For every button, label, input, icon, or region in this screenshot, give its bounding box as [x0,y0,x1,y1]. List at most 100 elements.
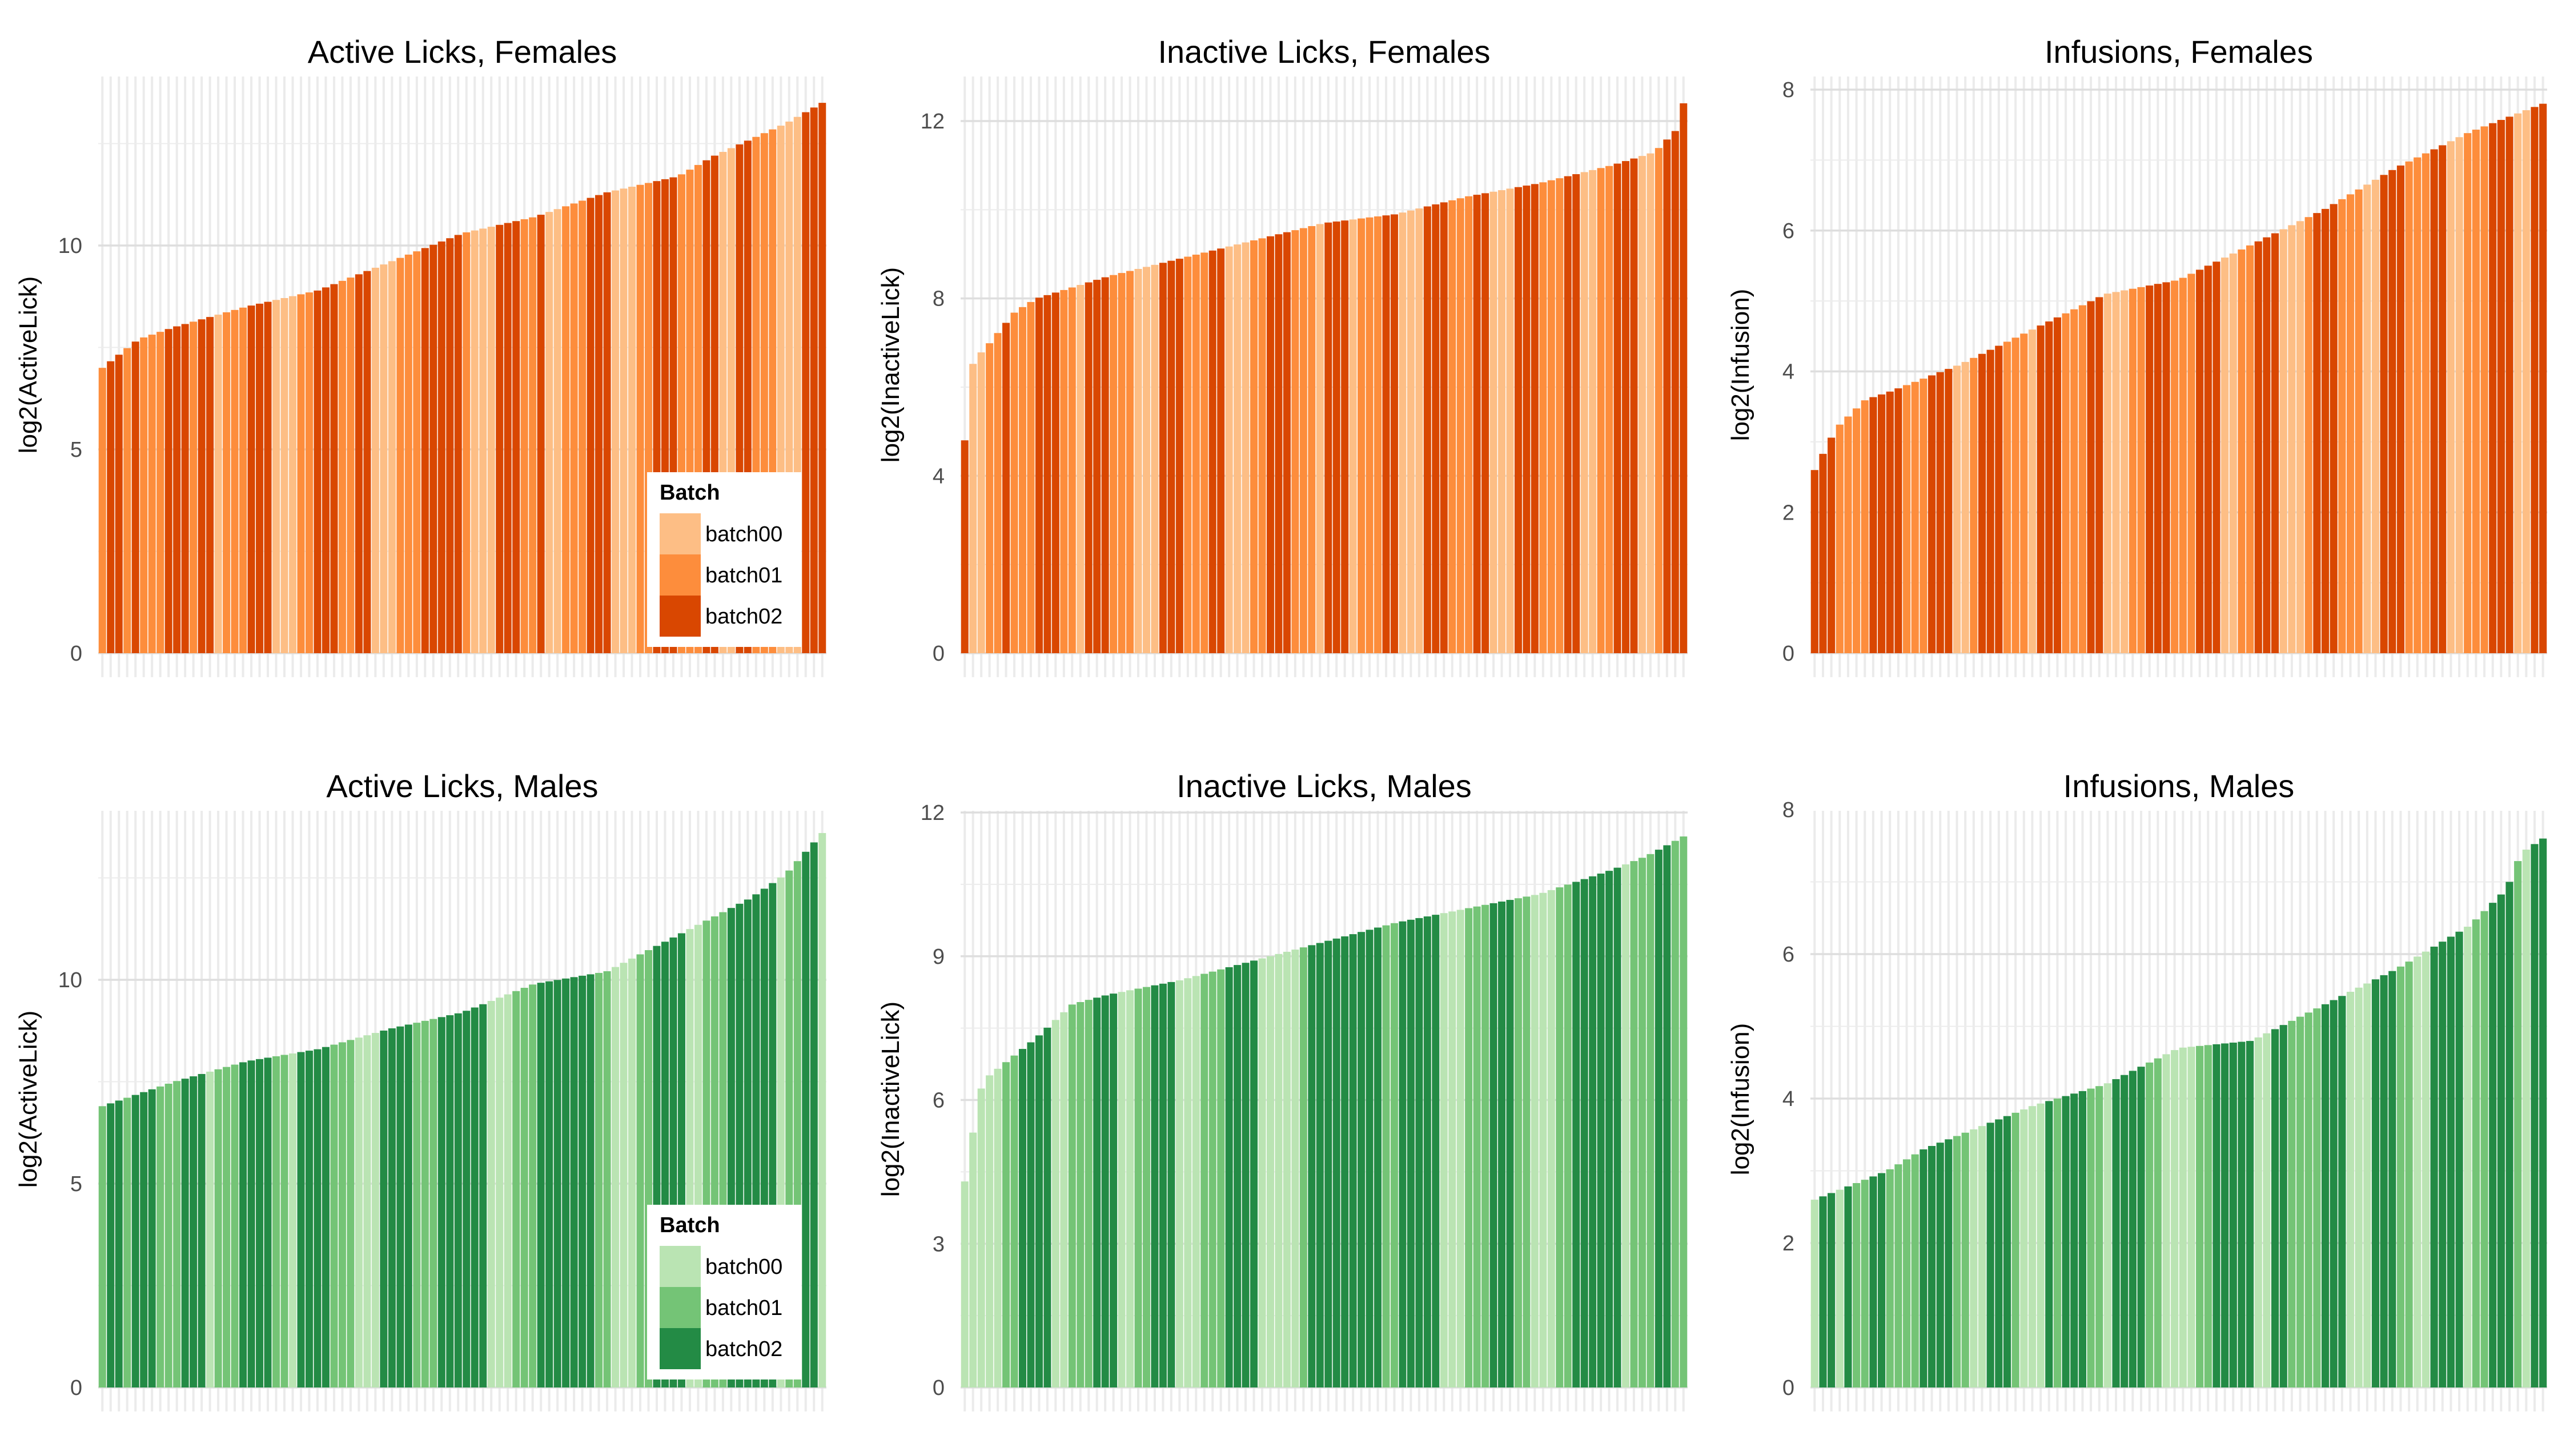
bar-batch02[interactable] [1473,195,1481,654]
bar-batch02[interactable] [2489,903,2497,1387]
bar-batch01[interactable] [98,368,106,653]
bar-batch02[interactable] [2271,1029,2279,1387]
bar-batch01[interactable] [1539,182,1547,653]
bar-batch01[interactable] [2246,245,2254,654]
bar-batch00[interactable] [1291,950,1299,1387]
bar-batch02[interactable] [181,324,189,653]
bar-batch02[interactable] [810,842,818,1387]
bar-batch01[interactable] [156,332,164,653]
bar-batch02[interactable] [512,221,520,653]
bar-batch02[interactable] [1995,1119,2003,1388]
bar-batch01[interactable] [2480,911,2488,1387]
bar-batch02[interactable] [297,1052,305,1387]
bar-batch02[interactable] [330,284,338,653]
bar-batch00[interactable] [1283,951,1291,1387]
bar-batch02[interactable] [1093,280,1101,654]
bar-batch01[interactable] [2414,157,2422,653]
bar-batch02[interactable] [537,983,545,1387]
bar-batch00[interactable] [1953,365,1961,653]
bar-batch00[interactable] [2464,927,2472,1387]
bar-batch02[interactable] [587,198,595,653]
bar-batch02[interactable] [2505,116,2513,654]
bar-batch01[interactable] [1630,861,1638,1387]
bar-batch02[interactable] [2196,270,2204,653]
bar-batch01[interactable] [2514,861,2522,1387]
bar-batch00[interactable] [206,1071,214,1387]
bar-batch00[interactable] [2371,179,2380,654]
bar-batch02[interactable] [1358,932,1366,1387]
bar-batch02[interactable] [1043,1027,1051,1387]
bar-batch02[interactable] [1159,983,1167,1387]
bar-batch00[interactable] [371,1033,379,1387]
bar-batch02[interactable] [504,223,512,653]
bar-batch01[interactable] [463,232,471,653]
bar-batch02[interactable] [1159,263,1167,653]
bar-batch02[interactable] [181,1079,189,1387]
bar-batch02[interactable] [305,1051,313,1387]
bar-batch01[interactable] [2464,133,2472,653]
bar-batch01[interactable] [1002,1062,1010,1387]
bar-batch01[interactable] [123,1097,131,1387]
bar-batch02[interactable] [2129,1071,2137,1387]
bar-batch02[interactable] [810,107,818,653]
bar-batch02[interactable] [2447,936,2455,1387]
bar-batch01[interactable] [2137,287,2145,653]
bar-batch00[interactable] [1266,956,1274,1387]
bar-batch00[interactable] [1077,285,1085,653]
bar-batch00[interactable] [628,958,636,1387]
bar-batch02[interactable] [1027,1042,1035,1387]
bar-batch02[interactable] [206,317,214,653]
bar-batch01[interactable] [636,954,644,1387]
bar-batch02[interactable] [2430,946,2438,1387]
bar-batch00[interactable] [1349,219,1357,653]
bar-batch02[interactable] [1002,323,1010,653]
bar-batch01[interactable] [1894,1164,1902,1387]
bar-batch02[interactable] [1217,248,1225,653]
bar-batch01[interactable] [2053,1099,2062,1387]
bar-batch00[interactable] [1118,992,1126,1387]
bar-batch00[interactable] [1810,1200,1818,1387]
bar-batch00[interactable] [628,187,636,653]
bar-batch00[interactable] [1142,267,1150,653]
bar-batch02[interactable] [2212,1044,2220,1387]
bar-batch00[interactable] [1415,208,1423,654]
bar-batch00[interactable] [355,1037,363,1387]
bar-batch01[interactable] [2472,919,2480,1387]
bar-batch02[interactable] [446,238,454,653]
bar-batch01[interactable] [1200,252,1208,653]
bar-batch02[interactable] [2539,838,2547,1387]
bar-batch02[interactable] [1341,220,1349,653]
bar-batch01[interactable] [529,984,537,1387]
bar-batch01[interactable] [1208,971,1216,1387]
bar-batch00[interactable] [2263,1033,2271,1387]
bar-batch00[interactable] [487,227,495,654]
bar-batch01[interactable] [1390,923,1398,1387]
bar-batch00[interactable] [961,1181,969,1387]
bar-batch00[interactable] [1242,242,1250,653]
bar-batch02[interactable] [2087,301,2095,653]
bar-batch02[interactable] [1506,900,1514,1387]
bar-batch01[interactable] [1844,416,1852,653]
bar-batch00[interactable] [1051,1020,1059,1387]
bar-batch02[interactable] [148,1089,156,1387]
bar-batch01[interactable] [429,1019,437,1387]
bar-batch02[interactable] [1332,938,1340,1387]
bar-batch02[interactable] [2212,262,2220,654]
bar-batch01[interactable] [2078,305,2087,653]
bar-batch02[interactable] [2531,107,2539,654]
bar-batch01[interactable] [1134,988,1142,1387]
bar-batch01[interactable] [1514,898,1522,1387]
bar-batch02[interactable] [1167,260,1175,653]
bar-batch00[interactable] [986,1075,994,1387]
bar-batch02[interactable] [1093,998,1101,1387]
bar-batch02[interactable] [355,274,363,653]
bar-batch01[interactable] [1961,1132,1969,1387]
bar-batch00[interactable] [969,1132,977,1387]
bar-batch02[interactable] [2254,241,2262,653]
bar-batch02[interactable] [2053,317,2062,653]
bar-batch02[interactable] [454,1013,462,1387]
bar-batch01[interactable] [1358,218,1366,654]
bar-batch01[interactable] [595,972,603,1387]
bar-batch01[interactable] [148,335,156,653]
bar-batch02[interactable] [1572,882,1580,1387]
